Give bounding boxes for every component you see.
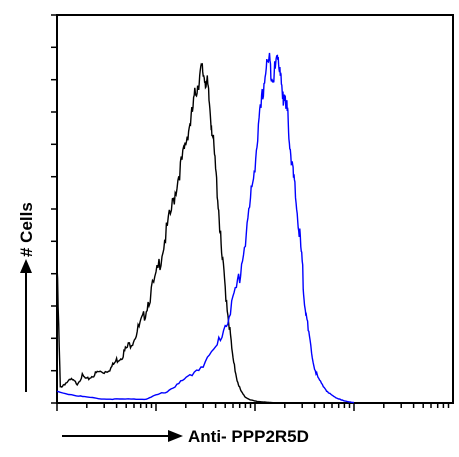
series-line-2: [56, 52, 355, 404]
y-axis-arrow-head: [20, 259, 32, 273]
x-axis-ticks: [56, 403, 450, 411]
y-axis-label: # Cells: [17, 202, 36, 257]
x-axis-label-group: Anti- PPP2R5D: [62, 427, 309, 446]
plot-frame: [56, 14, 454, 404]
y-axis-label-group: # Cells: [17, 202, 36, 392]
x-axis-arrow-head: [168, 430, 183, 442]
series-layer: [56, 52, 355, 404]
series-line-1: [56, 62, 273, 404]
y-axis-ticks: [51, 14, 57, 404]
x-axis-label: Anti- PPP2R5D: [188, 427, 309, 446]
